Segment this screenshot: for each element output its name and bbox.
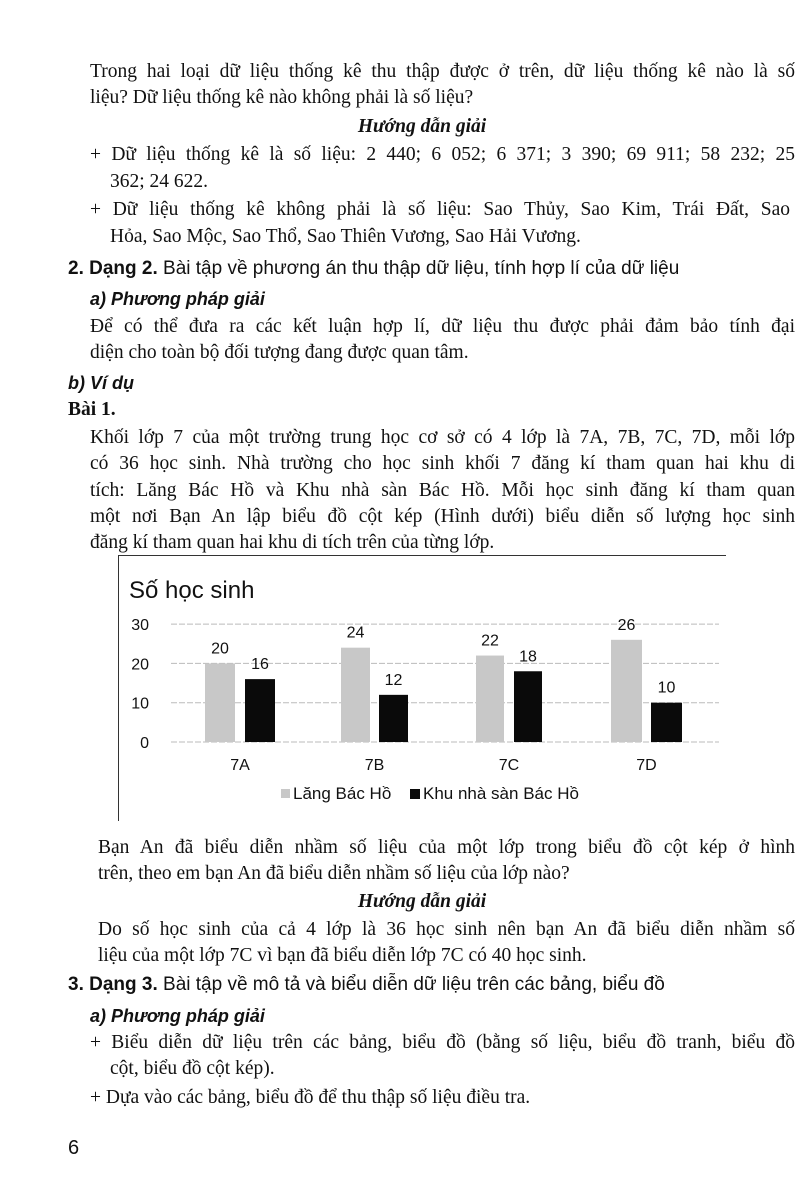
data-label: 12 — [385, 672, 403, 689]
exercise-line: tích: Lăng Bác Hồ và Khu nhà sàn Bác Hồ.… — [90, 480, 795, 501]
exercise-line: Khối lớp 7 của một trường trung học cơ s… — [90, 427, 795, 448]
example-heading: b) Ví dụ — [68, 373, 134, 393]
section-2-heading: 2. Dạng 2. Bài tập về phương án thu thập… — [68, 257, 679, 281]
data-label: 24 — [347, 625, 365, 642]
method-line: Để có thể đưa ra các kết luận hợp lí, dữ… — [90, 316, 795, 337]
section-3-heading: 3. Dạng 3. Bài tập về mô tả và biểu diễn… — [68, 973, 665, 997]
x-tick-label: 7D — [636, 757, 656, 774]
y-tick-label: 30 — [131, 617, 149, 634]
legend-label-khu-nha-san: Khu nhà sàn Bác Hồ — [423, 784, 579, 803]
x-tick-label: 7B — [365, 757, 385, 774]
data-label: 20 — [211, 640, 229, 657]
section-title: Bài tập về phương án thu thập dữ liệu, t… — [157, 258, 680, 279]
bar-7a-khu-nha-san — [245, 679, 275, 742]
question-line: Trong hai loại dữ liệu thống kê thu thập… — [90, 61, 795, 82]
solution-line: Do số học sinh của cả 4 lớp là 36 học si… — [98, 919, 795, 940]
data-label: 16 — [251, 656, 269, 673]
bar-7c-khu-nha-san — [514, 671, 542, 742]
method-line: cột, biểu đồ cột kép). — [110, 1058, 275, 1079]
bar-7d-khu-nha-san — [651, 702, 682, 742]
legend-swatch-khu-nha-san — [410, 789, 420, 799]
answer-line: Hỏa, Sao Mộc, Sao Thổ, Sao Thiên Vương, … — [110, 226, 581, 247]
y-tick-label: 0 — [140, 735, 149, 752]
exercise-label: Bài 1. — [68, 399, 116, 420]
data-label: 26 — [618, 617, 636, 634]
method-line: diện cho toàn bộ đối tượng đang được qua… — [90, 342, 469, 363]
question-line: Bạn An đã biểu diễn nhầm số liệu của một… — [98, 837, 795, 858]
question-line: trên, theo em bạn An đã biểu diễn nhầm s… — [98, 863, 570, 884]
chart-title: Số học sinh — [129, 577, 254, 604]
bar-7c-lang-bac-ho — [476, 655, 504, 742]
y-tick-label: 10 — [131, 696, 149, 713]
solution-heading: Hướng dẫn giải — [357, 891, 487, 912]
method-heading: a) Phương pháp giải — [90, 289, 265, 309]
section-number: 2. Dạng 2. — [68, 258, 158, 279]
double-bar-chart: Số học sinh 0 10 20 30 20 16 7A 24 12 7B 22 18 7C 26 1… — [118, 555, 726, 821]
question-line: liệu? Dữ liệu thống kê nào không phải là… — [90, 87, 474, 108]
solution-line: liệu của một lớp 7C vì bạn đã biểu diễn … — [98, 945, 587, 966]
legend-swatch-lang-bac-ho — [281, 789, 290, 798]
bar-7d-lang-bac-ho — [611, 639, 642, 742]
section-title: Bài tập về mô tả và biểu diễn dữ liệu tr… — [157, 974, 665, 995]
chart-svg: Số học sinh 0 10 20 30 20 16 7A 24 12 7B 22 18 7C 26 1… — [129, 577, 719, 803]
data-label: 22 — [481, 633, 499, 650]
exercise-line: đăng kí tham quan hai khu di tích trên c… — [90, 532, 495, 553]
bar-7a-lang-bac-ho — [205, 663, 235, 742]
legend-label-lang-bac-ho: Lăng Bác Hồ — [293, 784, 391, 803]
method-line: + Dựa vào các bảng, biểu đồ để thu thập … — [90, 1087, 531, 1108]
bar-7b-lang-bac-ho — [341, 647, 370, 742]
data-label: 10 — [658, 680, 676, 697]
exercise-line: có 36 học sinh. Nhà trường cho học sinh … — [90, 453, 795, 474]
y-tick-label: 20 — [131, 656, 149, 673]
answer-line: + Dữ liệu thống kê là số liệu: 2 440; 6 … — [90, 144, 795, 165]
answer-line: 362; 24 622. — [110, 171, 209, 192]
solution-heading: Hướng dẫn giải — [357, 116, 487, 137]
page-number: 6 — [68, 1137, 80, 1159]
x-tick-label: 7C — [499, 757, 519, 774]
method-heading: a) Phương pháp giải — [90, 1006, 265, 1026]
data-label: 18 — [519, 648, 537, 665]
answer-line: + Dữ liệu thống kê không phải là số liệu… — [90, 199, 790, 220]
section-number: 3. Dạng 3. — [68, 974, 158, 995]
method-line: + Biểu diễn dữ liệu trên các bảng, biểu … — [90, 1032, 795, 1053]
exercise-line: một nơi Bạn An lập biểu đồ cột kép (Hình… — [90, 506, 795, 527]
bar-7b-khu-nha-san — [379, 694, 408, 742]
x-tick-label: 7A — [230, 757, 250, 774]
